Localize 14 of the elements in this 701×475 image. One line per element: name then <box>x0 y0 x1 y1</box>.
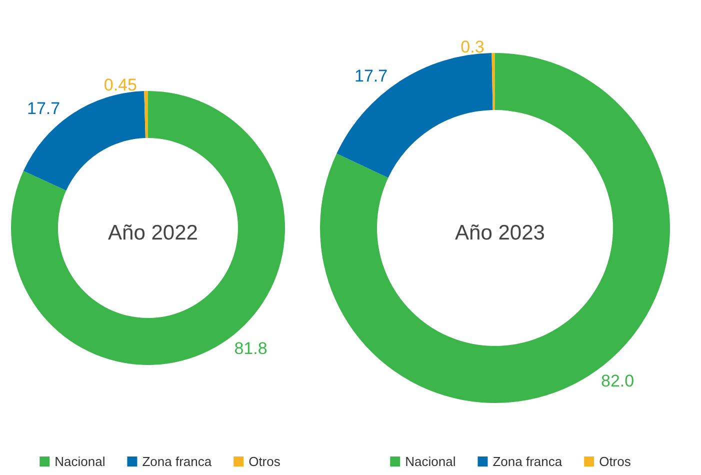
data-label: 17.7 <box>26 99 60 118</box>
legend-label: Zona franca <box>142 454 212 469</box>
legend-label: Otros <box>599 454 632 469</box>
data-label: 0.45 <box>104 76 137 95</box>
data-label: 82.0 <box>600 371 634 390</box>
text: Año 2022 <box>108 222 198 244</box>
legend-label: Nacional <box>405 454 456 469</box>
text: Año 2023 <box>455 222 545 244</box>
data-label: 17.7 <box>354 66 388 86</box>
legend-label: Nacional <box>54 454 106 469</box>
legend-label: Zona franca <box>492 454 563 469</box>
data-label: 81.8 <box>234 338 268 358</box>
data-label: 0.3 <box>460 38 484 57</box>
legend-label: Otros <box>248 454 281 469</box>
